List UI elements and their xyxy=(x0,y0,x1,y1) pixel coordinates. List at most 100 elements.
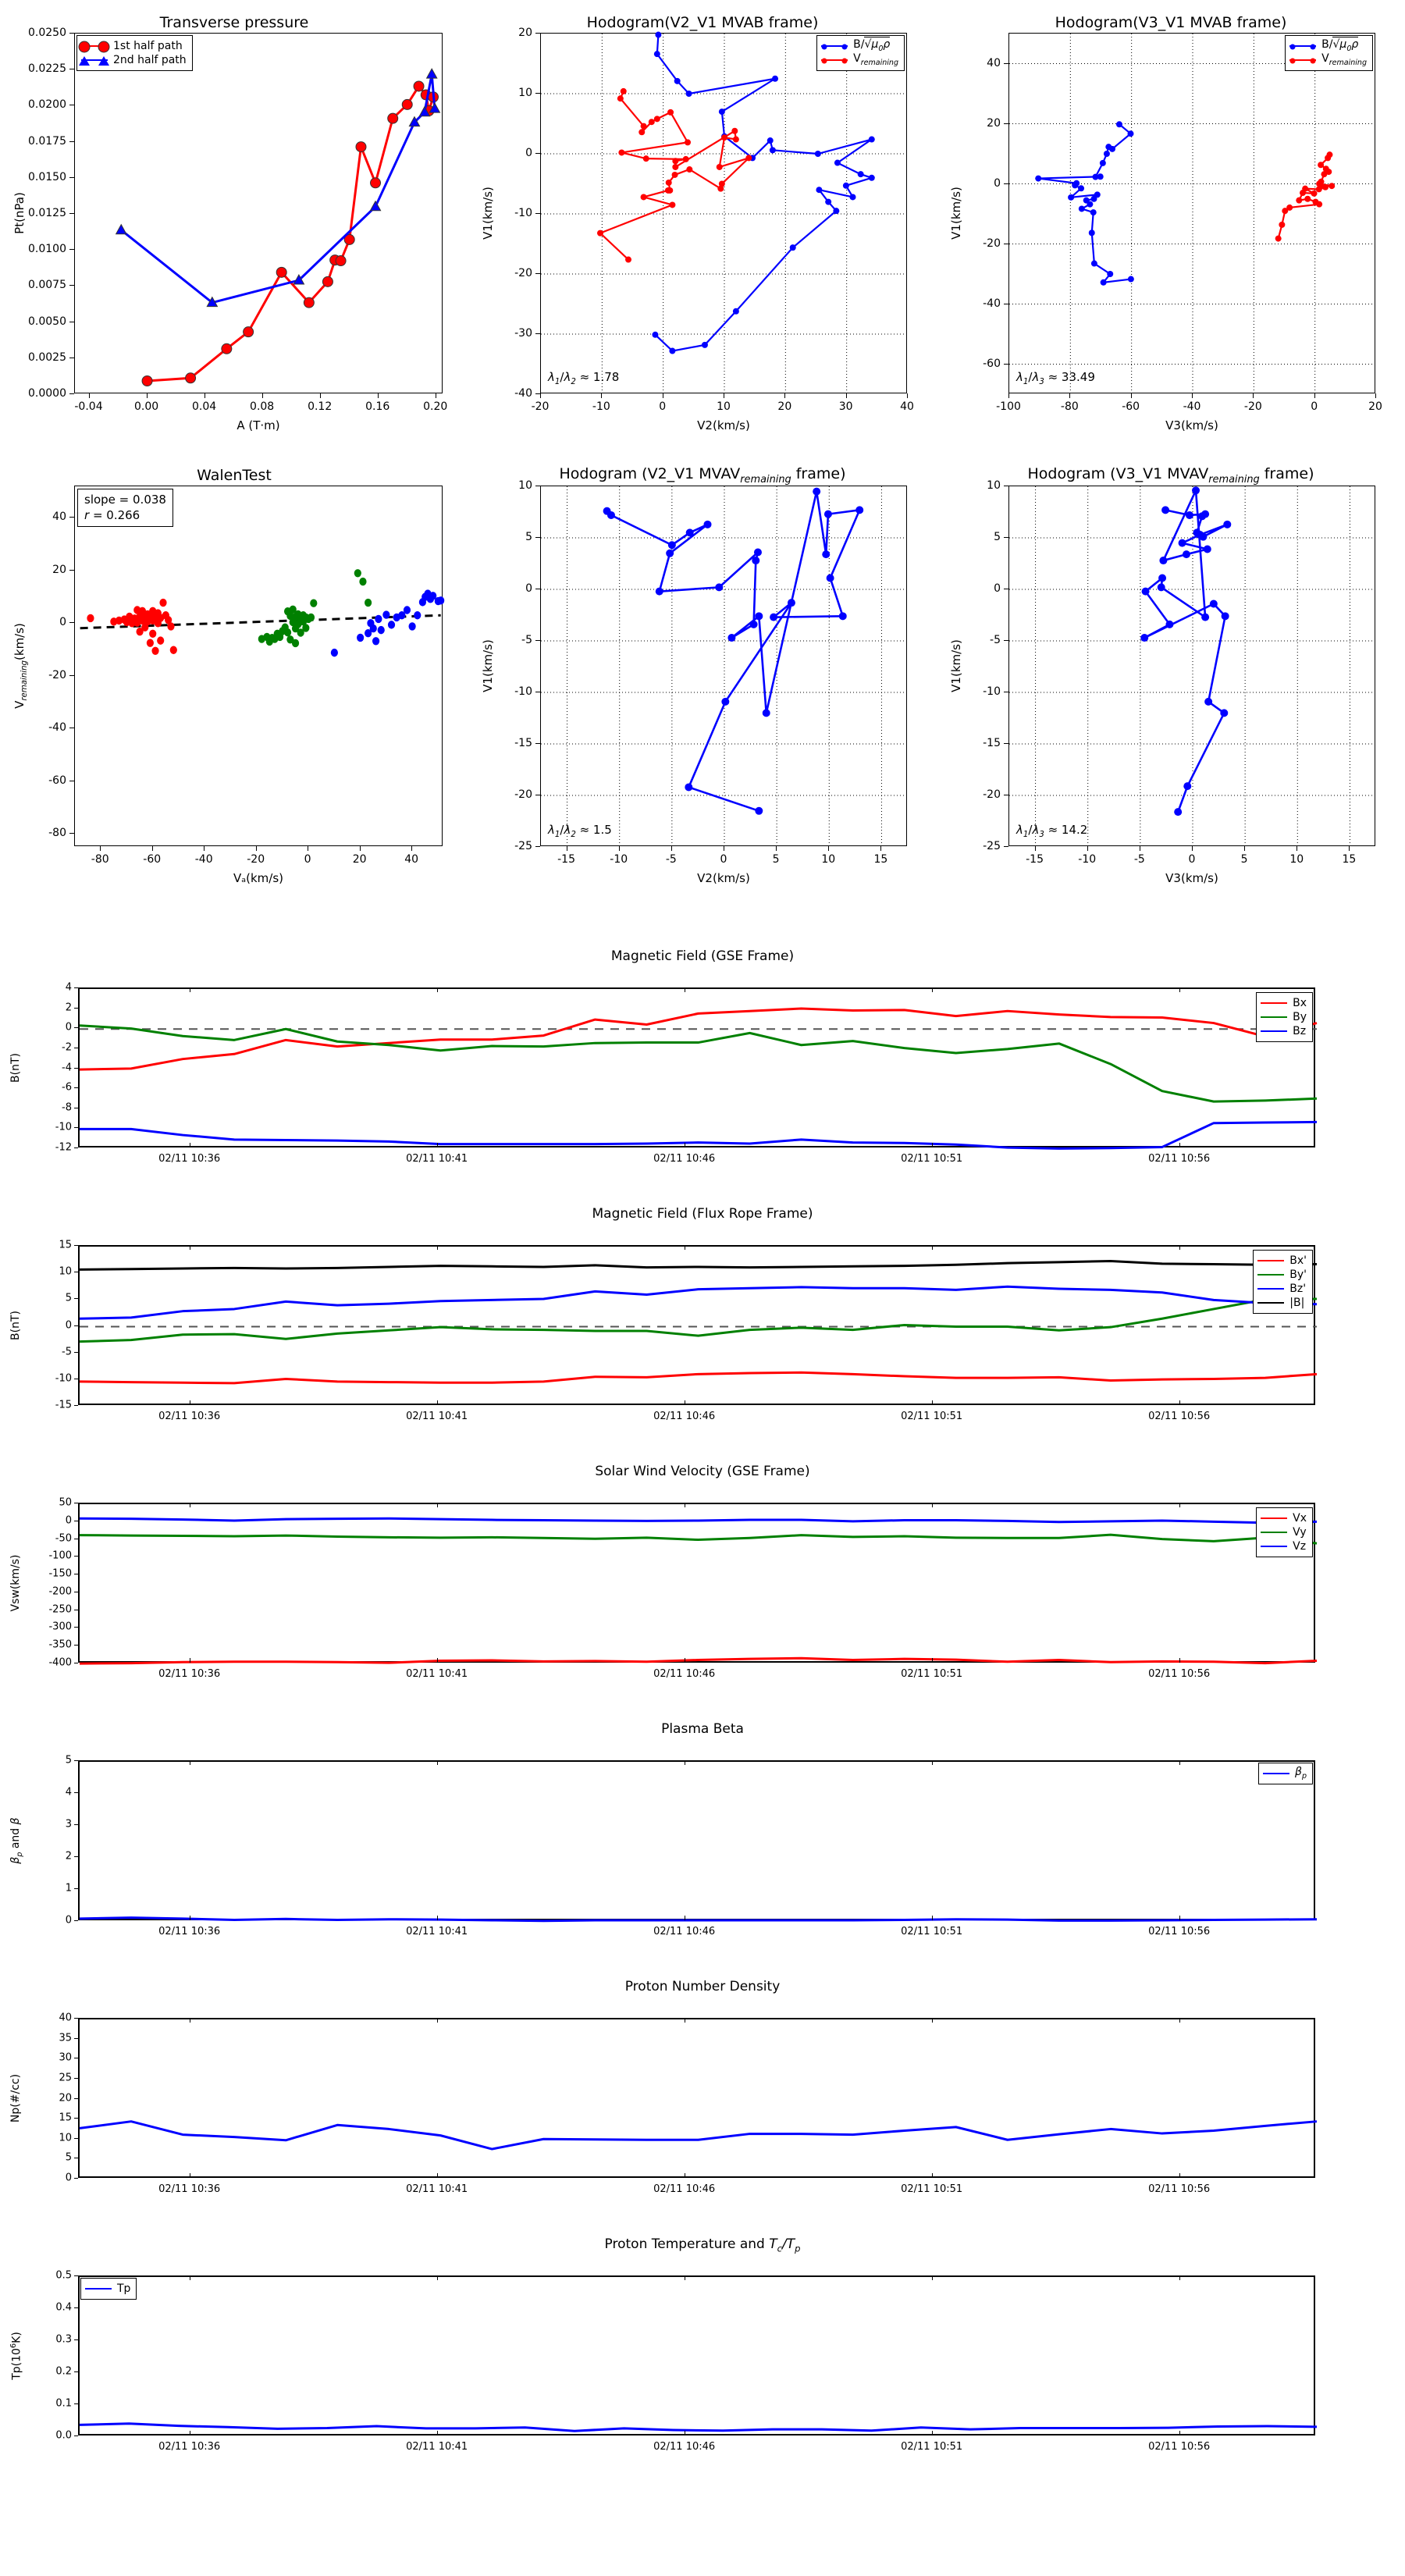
panel-hodogram-v3v1-mvab: Hodogram(V3_V1 MVAB frame) -100 -80 -60 -40 -… xyxy=(937,8,1405,453)
x-tick-mark xyxy=(436,1760,438,1765)
y-tick-mark xyxy=(74,1760,78,1761)
y-axis-label: V1(km/s) xyxy=(481,639,495,692)
y-tick-label: 0 xyxy=(65,2172,72,2184)
y-axis-label: βp and β xyxy=(9,1816,24,1864)
x-tick-label: 02/11 10:56 xyxy=(1148,1411,1211,1422)
y-tick-label: -100 xyxy=(48,1550,72,1562)
x-tick-mark xyxy=(1179,1916,1180,1920)
y-tick-label: 1 xyxy=(65,1882,72,1895)
x-tick-label: 02/11 10:41 xyxy=(406,2441,468,2453)
legend-label: Bz xyxy=(1293,1025,1307,1037)
x-tick-mark xyxy=(436,1503,438,1507)
x-tick-label: -100 xyxy=(996,400,1021,413)
legend-line-swatch xyxy=(1257,1288,1285,1290)
x-tick-label: 02/11 10:41 xyxy=(406,1411,468,1422)
y-tick-mark xyxy=(1004,123,1008,124)
legend: 1st half path 2nd half path xyxy=(76,35,193,71)
y-tick-label: 30 xyxy=(59,2051,72,2064)
y-tick-label: 5 xyxy=(65,1292,72,1304)
y-tick-label: -350 xyxy=(48,1638,72,1651)
panel-proton-number-density: Proton Number Density 0 5 10 15 20 25 30 35 40 02/… xyxy=(0,1979,1405,2221)
x-tick-mark xyxy=(436,1916,438,1920)
x-tick-label: 5 xyxy=(772,853,780,866)
y-tick-mark xyxy=(74,1007,78,1009)
y-tick-mark xyxy=(69,213,74,214)
x-axis-label: V2(km/s) xyxy=(697,871,750,885)
legend-label: Bx' xyxy=(1289,1254,1307,1267)
x-tick-label: 02/11 10:36 xyxy=(158,1411,221,1422)
y-tick-mark xyxy=(74,1920,78,1921)
legend-line-swatch xyxy=(1257,1302,1285,1304)
legend-line-swatch xyxy=(1261,1546,1288,1547)
x-tick-mark xyxy=(436,2018,438,2023)
legend-marker xyxy=(98,56,109,66)
panel-title: Transverse pressure xyxy=(159,14,309,31)
x-tick-mark xyxy=(359,846,361,851)
x-tick-mark xyxy=(845,393,847,398)
x-tick-label: 0.20 xyxy=(423,400,448,413)
y-tick-mark xyxy=(74,2371,78,2372)
y-tick-label: -5 xyxy=(62,1346,72,1358)
x-tick-label: 02/11 10:56 xyxy=(1148,1926,1211,1937)
x-tick-label: -20 xyxy=(531,400,550,413)
plot-area xyxy=(1008,486,1376,847)
y-tick-mark xyxy=(74,1147,78,1148)
y-tick-label: -20 xyxy=(514,267,532,279)
x-tick-label: 02/11 10:51 xyxy=(901,1411,963,1422)
y-tick-label: 0.0100 xyxy=(28,243,66,256)
legend-line-swatch xyxy=(85,2288,112,2290)
legend-item: Vx xyxy=(1261,1511,1307,1525)
y-tick-label: 40 xyxy=(987,56,1001,69)
plot-area xyxy=(74,486,445,846)
y-tick-mark xyxy=(535,333,540,334)
x-tick-label: 0.16 xyxy=(365,400,390,413)
plot-area xyxy=(1008,33,1376,394)
y-tick-mark xyxy=(74,1127,78,1129)
legend-item: Vz xyxy=(1261,1539,1307,1553)
x-tick-label: 10 xyxy=(717,400,731,413)
x-tick-label: 15 xyxy=(1342,853,1357,866)
y-tick-label: 0.0225 xyxy=(28,62,66,76)
panel-hodogram-v2v1-mvab: Hodogram(V2_V1 MVAB frame) -20 -10 0 10 20 30 4… xyxy=(468,8,937,453)
y-axis-label: B(nT) xyxy=(9,1310,22,1340)
legend-line-swatch xyxy=(1257,1274,1285,1276)
x-tick-label: 10 xyxy=(1289,853,1304,866)
x-tick-label: 30 xyxy=(838,400,853,413)
x-tick-mark xyxy=(1179,987,1180,992)
legend-item: Bz' xyxy=(1257,1282,1307,1296)
y-tick-mark xyxy=(69,622,74,624)
legend-item: Bx' xyxy=(1257,1254,1307,1268)
plot-area xyxy=(78,1503,1318,1665)
legend-label: Vy xyxy=(1293,1526,1307,1539)
y-tick-label: 20 xyxy=(59,2092,72,2104)
legend-line-swatch xyxy=(1257,1260,1285,1261)
y-tick-label: 0 xyxy=(994,582,1001,595)
walen-r: r = 0.266 xyxy=(84,508,140,523)
x-tick-label: 02/11 10:46 xyxy=(653,1926,716,1937)
x-tick-mark xyxy=(255,846,257,851)
y-tick-label: -80 xyxy=(48,827,66,840)
x-tick-label: 02/11 10:51 xyxy=(901,1668,963,1680)
x-tick-mark xyxy=(931,1245,933,1250)
y-tick-label: -30 xyxy=(514,327,532,340)
legend-line-swatch xyxy=(79,56,109,66)
x-tick-label: -10 xyxy=(1078,853,1097,866)
y-tick-mark xyxy=(74,1856,78,1857)
x-tick-mark xyxy=(1087,846,1088,851)
x-tick-label: 0 xyxy=(304,853,311,866)
x-tick-mark xyxy=(931,1916,933,1920)
y-tick-mark xyxy=(74,2339,78,2340)
legend-marker xyxy=(78,41,91,53)
panel-transverse-pressure: Transverse pressure -0.04 0.00 0.04 0.08 0.12… xyxy=(0,8,468,453)
y-tick-label: 0.0150 xyxy=(28,170,66,183)
legend-line-swatch xyxy=(1261,1030,1288,1032)
y-tick-label: 2 xyxy=(65,1850,72,1863)
panel-magnetic-field-gse: Magnetic Field (GSE Frame) -12 -10 -8 -6 -4 -2… xyxy=(0,948,1405,1190)
x-tick-label: -60 xyxy=(1122,400,1140,413)
x-tick-label: 20 xyxy=(352,853,367,866)
x-tick-mark xyxy=(436,1400,438,1405)
y-tick-mark xyxy=(74,2077,78,2079)
lambda-ratio-annotation: λ1/λ3 ≈ 33.49 xyxy=(1016,370,1095,386)
y-tick-label: 5 xyxy=(525,531,532,543)
y-tick-mark xyxy=(74,1556,78,1557)
